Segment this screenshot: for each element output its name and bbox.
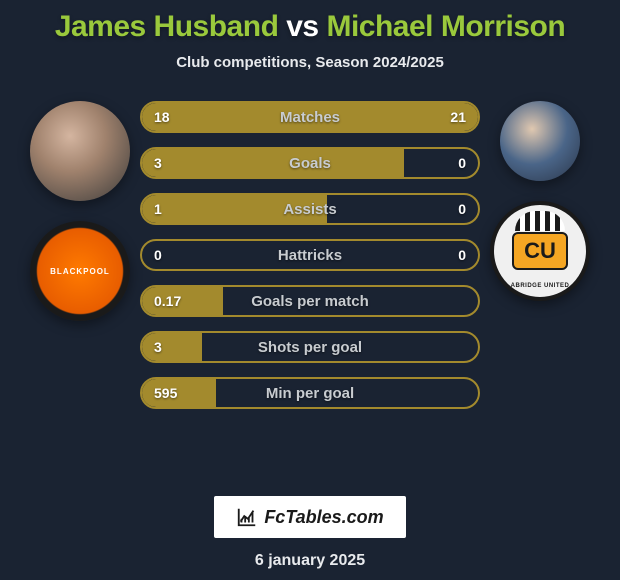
footer: FcTables.com 6 january 2025 xyxy=(214,496,405,570)
stat-label: Shots per goal xyxy=(142,339,478,356)
stat-value-right: 0 xyxy=(458,155,466,171)
stat-bar: 0Hattricks0 xyxy=(140,239,480,271)
player1-avatar xyxy=(30,101,130,201)
stat-label: Goals xyxy=(142,155,478,172)
page-title: James Husband vs Michael Morrison xyxy=(55,10,565,44)
content-row: 18Matches213Goals01Assists00Hattricks00.… xyxy=(0,91,620,488)
player2-club-logo: CU ABRIDGE UNITED xyxy=(490,201,590,301)
player2-club-sub: ABRIDGE UNITED xyxy=(511,283,570,289)
stat-bar: 0.17Goals per match xyxy=(140,285,480,317)
left-column xyxy=(20,91,140,488)
stat-label: Assists xyxy=(142,201,478,218)
player1-club-logo xyxy=(30,221,130,321)
stat-value-right: 21 xyxy=(450,109,466,125)
comparison-card: James Husband vs Michael Morrison Club c… xyxy=(0,0,620,580)
right-column: CU ABRIDGE UNITED xyxy=(480,91,600,488)
stat-label: Goals per match xyxy=(142,293,478,310)
stat-value-right: 0 xyxy=(458,201,466,217)
stat-label: Hattricks xyxy=(142,247,478,264)
stat-bar: 3Goals0 xyxy=(140,147,480,179)
stat-label: Min per goal xyxy=(142,385,478,402)
stat-bar: 1Assists0 xyxy=(140,193,480,225)
brand-badge: FcTables.com xyxy=(214,496,405,538)
stat-label: Matches xyxy=(142,109,478,126)
vs-text: vs xyxy=(286,10,318,43)
stat-bar: 18Matches21 xyxy=(140,101,480,133)
player2-name: Michael Morrison xyxy=(326,10,565,43)
player2-club-short: CU xyxy=(512,232,568,270)
date-text: 6 january 2025 xyxy=(255,552,365,570)
stat-bar: 3Shots per goal xyxy=(140,331,480,363)
player1-name: James Husband xyxy=(55,10,279,43)
stat-bar: 595Min per goal xyxy=(140,377,480,409)
club-stripes-icon xyxy=(515,211,565,231)
stat-value-right: 0 xyxy=(458,247,466,263)
subtitle: Club competitions, Season 2024/2025 xyxy=(176,54,444,71)
player2-avatar xyxy=(500,101,580,181)
brand-text: FcTables.com xyxy=(264,507,383,528)
stat-bars: 18Matches213Goals01Assists00Hattricks00.… xyxy=(140,91,480,488)
chart-icon xyxy=(236,506,258,528)
